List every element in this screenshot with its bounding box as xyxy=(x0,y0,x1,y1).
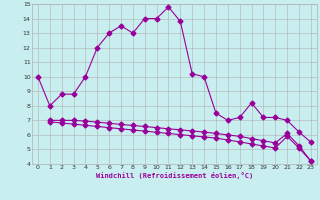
X-axis label: Windchill (Refroidissement éolien,°C): Windchill (Refroidissement éolien,°C) xyxy=(96,172,253,179)
